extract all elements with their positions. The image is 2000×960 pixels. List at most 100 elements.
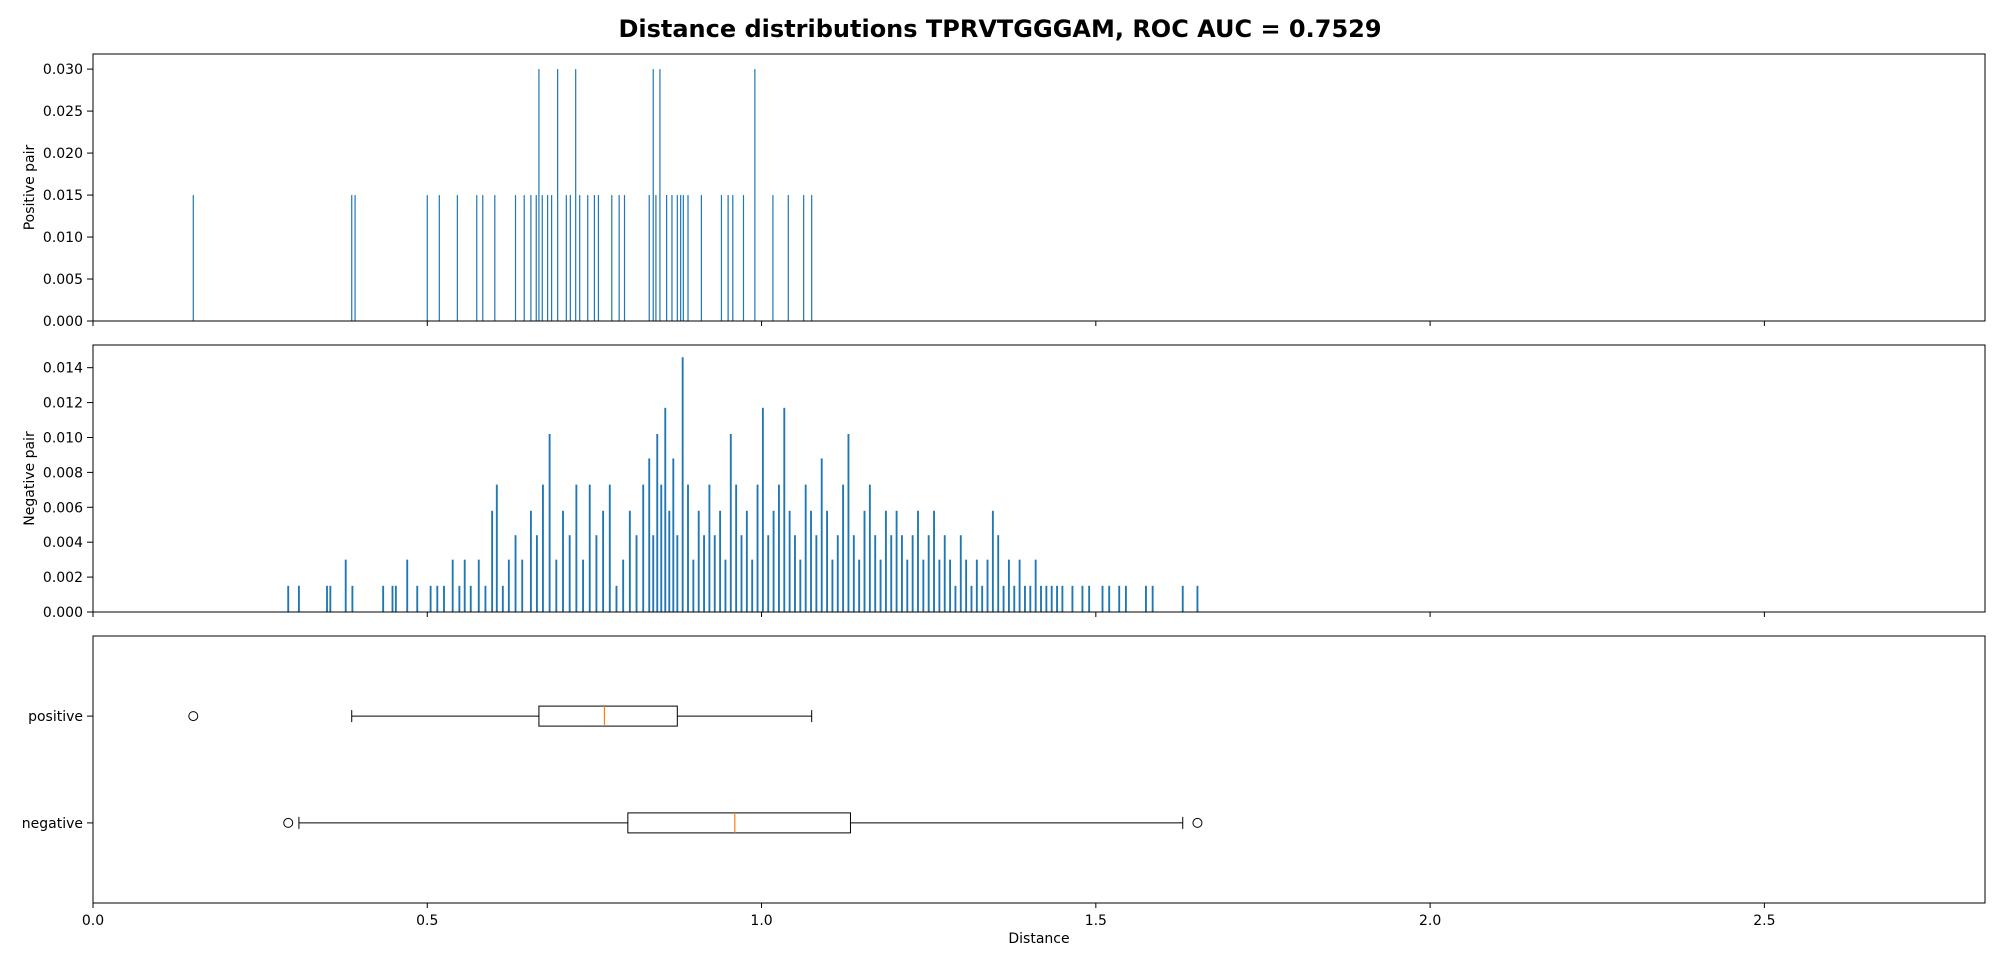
histogram-bar xyxy=(542,484,544,612)
histogram-bar xyxy=(477,559,480,612)
y-tick-label: 0.000 xyxy=(43,605,83,621)
axes-frame xyxy=(92,53,1986,322)
histogram-bar xyxy=(810,510,812,612)
histogram-bar xyxy=(742,195,745,321)
histogram-bar xyxy=(708,484,711,612)
histogram-bar xyxy=(587,195,589,321)
histogram-bar xyxy=(416,585,419,612)
histogram-bar xyxy=(943,535,946,612)
histogram-bar xyxy=(858,559,861,612)
histogram-bar xyxy=(382,585,385,612)
histogram-bar xyxy=(666,195,668,321)
y-tick-label: 0.010 xyxy=(43,230,83,246)
histogram-bar xyxy=(740,535,743,612)
category-label: negative xyxy=(22,816,83,832)
histogram-bar xyxy=(575,69,577,321)
histogram-bar xyxy=(868,484,871,612)
histogram-bar xyxy=(676,195,678,321)
histogram-bar xyxy=(426,195,428,321)
histogram-bar xyxy=(724,559,727,612)
histogram-bar xyxy=(456,195,458,321)
box-outlier xyxy=(1192,817,1203,828)
histogram-bar xyxy=(463,559,466,612)
histogram-bar xyxy=(494,195,496,321)
histogram-bar xyxy=(1061,585,1064,612)
histogram-bar xyxy=(672,458,675,612)
y-tick-label: 0.014 xyxy=(43,361,83,377)
plot-area: 0.000 0.005 0.010 0.015 0.020 0.025 0.030 Posit… xyxy=(22,53,1986,929)
histogram-bar xyxy=(687,484,689,612)
histogram-bar xyxy=(326,585,328,612)
histogram-bar xyxy=(565,195,567,321)
histogram-bar xyxy=(538,69,540,321)
histogram-bar xyxy=(911,535,914,612)
histogram-bar xyxy=(1196,585,1199,612)
histogram-bar xyxy=(501,585,504,612)
histogram-bar xyxy=(697,510,700,612)
x-tick-label: 1.0 xyxy=(750,913,772,929)
histogram-bar xyxy=(959,535,962,612)
histogram-bar xyxy=(507,559,510,612)
histogram-bar xyxy=(681,357,684,612)
histogram-bar xyxy=(436,585,439,612)
histogram-bar xyxy=(642,484,645,612)
histogram-bar xyxy=(1029,585,1032,612)
chart-title: Distance distributions TPRVTGGGAM, ROC A… xyxy=(618,15,1381,43)
y-tick-label: 0.025 xyxy=(43,104,83,120)
axes-frame xyxy=(92,635,1986,904)
histogram-bar xyxy=(1034,559,1037,612)
histogram-bar xyxy=(772,510,775,612)
histogram-bar xyxy=(997,535,1000,612)
histogram-bar xyxy=(622,559,625,612)
histogram-bar xyxy=(890,535,893,612)
histogram-bar xyxy=(664,407,667,612)
histogram-bar xyxy=(1071,585,1074,612)
histogram-bar xyxy=(547,195,549,321)
histogram-bar xyxy=(529,510,532,612)
histogram-bar xyxy=(1181,585,1184,612)
histogram-bar xyxy=(595,535,598,612)
histogram-bar xyxy=(659,69,661,321)
x-tick-label: 0.5 xyxy=(416,913,438,929)
histogram-bar xyxy=(451,559,454,612)
histogram-bar xyxy=(1151,585,1154,612)
histogram-bar xyxy=(917,510,919,612)
box-iqr xyxy=(627,812,851,834)
histogram-bar xyxy=(761,407,764,612)
histogram-bar xyxy=(476,195,478,321)
histogram-bar xyxy=(482,195,484,321)
histogram-bar xyxy=(579,195,581,321)
histogram-bar xyxy=(772,195,774,321)
histogram-bar xyxy=(949,559,952,612)
y-axis-label: Negative pair xyxy=(22,431,38,526)
y-tick-label: 0.030 xyxy=(43,62,83,78)
histogram-bar xyxy=(351,195,353,321)
histogram-bar xyxy=(535,535,538,612)
histogram-bar xyxy=(847,434,850,612)
y-tick-label: 0.008 xyxy=(43,465,83,481)
histogram-bar xyxy=(555,559,558,612)
histogram-bar xyxy=(668,510,671,612)
histogram-bar xyxy=(804,484,807,612)
histogram-bar xyxy=(751,559,754,612)
histogram-bar xyxy=(652,535,655,612)
histogram-bar xyxy=(852,535,855,612)
histogram-bar xyxy=(541,195,543,321)
histogram-bar xyxy=(1007,559,1010,612)
histogram-bar xyxy=(803,195,805,321)
histogram-bar xyxy=(438,195,440,321)
y-tick-label: 0.004 xyxy=(43,535,83,551)
histogram-bar xyxy=(329,585,332,612)
histogram-bar xyxy=(495,484,498,612)
histogram-bar xyxy=(895,510,898,612)
histogram-bar xyxy=(933,510,935,612)
histogram-bar xyxy=(879,559,882,612)
histogram-bar xyxy=(732,195,734,321)
histogram-bar xyxy=(836,535,839,612)
x-tick-label: 2.5 xyxy=(1753,913,1775,929)
histogram-bar xyxy=(1040,585,1042,612)
histogram-bar xyxy=(611,195,613,321)
histogram-bar xyxy=(443,585,445,612)
histogram-bar xyxy=(799,559,802,612)
